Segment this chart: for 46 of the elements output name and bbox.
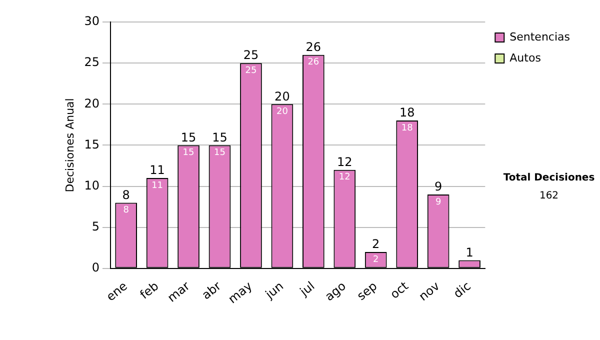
y-tick-label: 5 — [92, 219, 100, 234]
total-label: 12 — [337, 154, 352, 169]
total-label: 26 — [306, 40, 322, 54]
y-tick-label: 20 — [84, 96, 100, 110]
y-tick-label: 0 — [92, 260, 100, 275]
y-tick-label: 10 — [84, 178, 100, 192]
total-label: 11 — [150, 163, 165, 178]
data-label: 18 — [401, 123, 414, 134]
data-label: 20 — [276, 106, 288, 117]
x-tick-label: oct — [388, 278, 412, 302]
total-label: 18 — [399, 106, 415, 120]
total-label: 2 — [372, 237, 380, 252]
data-label: 2 — [373, 254, 379, 265]
y-tick-label: 30 — [84, 14, 100, 28]
y-tick-label: 25 — [84, 55, 100, 70]
x-tick-label: ago — [322, 278, 348, 304]
data-label: 9 — [435, 197, 442, 208]
text: 162 — [539, 190, 559, 202]
y-axis-title: Decisiones Anual — [63, 98, 76, 192]
text: Total Decisiones — [503, 172, 595, 184]
data-label: 25 — [245, 66, 257, 76]
x-tick-label: sep — [354, 278, 380, 304]
data-label: 8 — [123, 206, 130, 216]
total-label: 8 — [122, 188, 130, 202]
total-label: 15 — [212, 130, 228, 144]
x-tick-label: feb — [137, 278, 162, 302]
legend-label: Sentencias — [510, 30, 570, 44]
x-tick-label: dic — [450, 278, 474, 301]
data-label: 11 — [152, 180, 164, 191]
x-tick-label: nov — [416, 278, 442, 304]
x-tick-label: jul — [296, 278, 318, 300]
x-tick-label: mar — [164, 278, 192, 305]
data-label: 26 — [308, 58, 320, 68]
total-label: 1 — [466, 245, 474, 260]
legend-label: Autos — [510, 51, 542, 64]
x-tick-label: abr — [199, 278, 224, 302]
total-label: 20 — [274, 89, 290, 104]
data-label: 15 — [214, 148, 226, 158]
total-label: 25 — [243, 48, 259, 62]
x-tick-label: jun — [262, 278, 286, 302]
data-label: 15 — [182, 148, 194, 158]
total-label: 9 — [434, 180, 442, 194]
total-label: 15 — [180, 130, 196, 144]
x-tick-label: ene — [104, 278, 130, 304]
y-tick-label: 15 — [84, 137, 100, 152]
data-label: 12 — [338, 172, 350, 183]
